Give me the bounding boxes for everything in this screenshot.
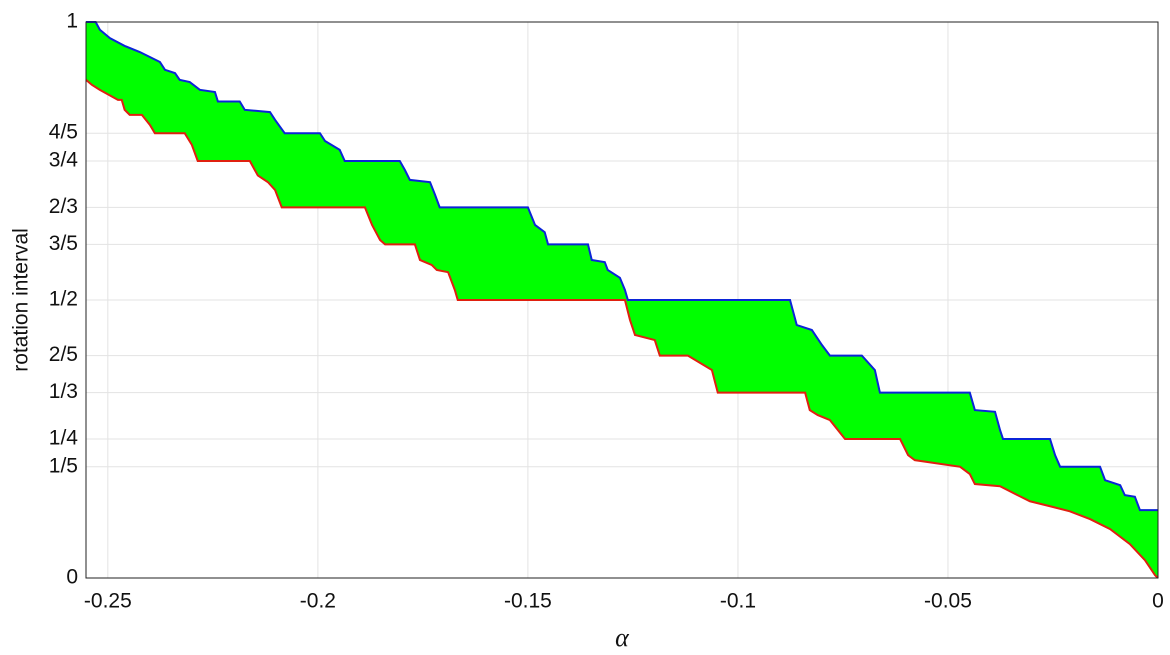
- x-axis-label: α: [615, 623, 630, 652]
- boundary-line: [86, 21, 1158, 512]
- y-tick-label: 3/4: [49, 149, 79, 172]
- x-tick-label: -0.25: [84, 590, 132, 613]
- x-tick-label: 0: [1152, 590, 1164, 613]
- x-tick-label: -0.1: [720, 590, 756, 613]
- y-tick-label: 1/2: [49, 288, 78, 311]
- y-tick-label: 0: [66, 566, 78, 589]
- y-tick-label: 2/5: [49, 343, 78, 366]
- y-tick-label: 1/4: [49, 427, 79, 450]
- y-tick-label: 1: [66, 10, 78, 33]
- y-tick-label: 4/5: [49, 121, 78, 144]
- x-tick-label: -0.2: [300, 590, 336, 613]
- y-axis-label: rotation interval: [10, 228, 33, 372]
- x-tick-label: -0.15: [504, 590, 552, 613]
- y-tick-label: 1/5: [49, 454, 78, 477]
- y-tick-label: 2/3: [49, 195, 78, 218]
- plot-frame: [85, 21, 1159, 579]
- boundary-line: [85, 79, 1159, 579]
- y-tick-label: 1/3: [49, 380, 78, 403]
- x-tick-label: -0.05: [924, 590, 972, 613]
- y-tick-label: 3/5: [49, 232, 78, 255]
